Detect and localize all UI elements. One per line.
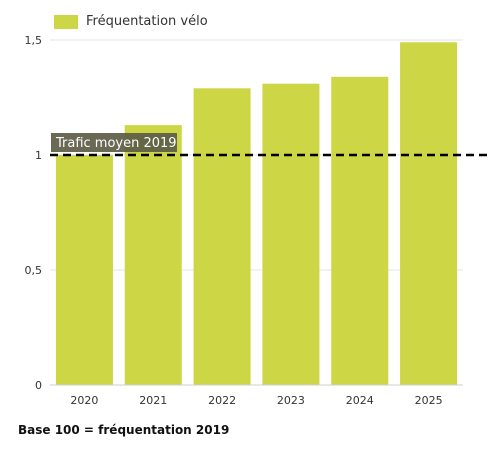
x-tick-label: 2020 xyxy=(70,394,98,407)
axes: 0 0,5 1 1,5 2020 2021 2022 2023 2024 2025 xyxy=(25,34,463,407)
x-tick-label: 2023 xyxy=(277,394,305,407)
bar xyxy=(262,83,320,385)
legend-swatch xyxy=(54,14,78,29)
y-tick-label: 0 xyxy=(35,379,42,392)
chart-legend: Fréquentation vélo xyxy=(54,14,208,29)
bars xyxy=(55,42,458,386)
bar xyxy=(193,88,251,386)
bar xyxy=(331,76,389,386)
bar xyxy=(55,155,113,385)
x-tick-label: 2024 xyxy=(346,394,374,407)
bar xyxy=(400,42,458,386)
y-tick-label: 1 xyxy=(35,149,42,162)
y-tick-label: 1,5 xyxy=(25,34,43,47)
x-tick-label: 2025 xyxy=(415,394,443,407)
legend-label: Fréquentation vélo xyxy=(86,14,208,29)
reference-label: Trafic moyen 2019 xyxy=(55,136,177,151)
bar xyxy=(124,125,182,385)
y-tick-label: 0,5 xyxy=(25,264,43,277)
reference-label-box xyxy=(51,133,177,152)
x-tick-label: 2021 xyxy=(139,394,167,407)
footnote: Base 100 = fréquentation 2019 xyxy=(18,423,230,437)
x-tick-label: 2022 xyxy=(208,394,236,407)
reference-line-group: Trafic moyen 2019 xyxy=(50,133,490,157)
